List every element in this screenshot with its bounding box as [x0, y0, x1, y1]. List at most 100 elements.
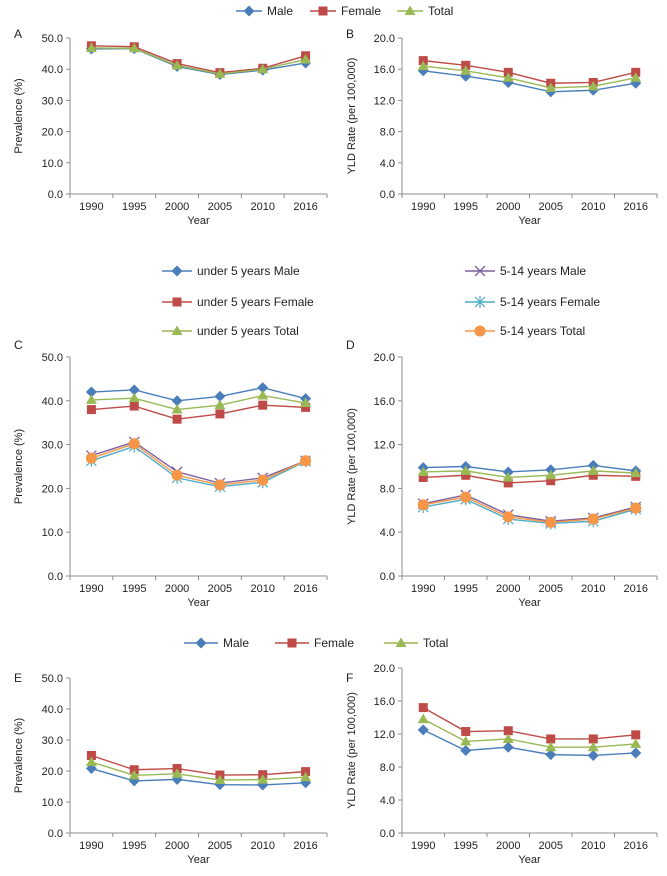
- data-point: [214, 68, 226, 78]
- x-tick-label: 2005: [539, 840, 563, 852]
- data-point: [460, 745, 472, 756]
- x-tick-label: 1990: [411, 840, 435, 852]
- data-point: [214, 774, 226, 784]
- legend-item: Male: [184, 636, 249, 650]
- y-tick-label: 0.0: [380, 189, 395, 201]
- chart-panel-c: C 0.0 10.0 20.0 30.0 40.0 50.0 1990 1995 2000 2005…: [13, 338, 328, 609]
- data-point: [417, 724, 429, 736]
- legend-item: under 5 years Total: [162, 324, 299, 338]
- series-under-5-years-female: [418, 470, 641, 488]
- x-tick-label: 2000: [496, 840, 520, 852]
- x-tick-label: 1995: [122, 840, 146, 852]
- y-axis-title: YLD Rate (per 100,000): [346, 58, 358, 175]
- data-point: [588, 470, 598, 480]
- data-point: [129, 401, 139, 411]
- series-line: [423, 494, 636, 522]
- legend-label: Female: [314, 636, 354, 650]
- data-point: [503, 478, 513, 488]
- x-tick-label: 2005: [208, 201, 232, 213]
- series-line: [91, 47, 306, 75]
- series-line: [91, 404, 306, 420]
- legend-label: under 5 years Total: [197, 324, 299, 338]
- legend-marker: [474, 296, 486, 308]
- series-line: [91, 767, 306, 786]
- y-tick-label: 20.0: [42, 127, 63, 139]
- data-point: [545, 82, 557, 92]
- x-tick-label: 2000: [165, 201, 189, 213]
- x-tick-label: 1995: [454, 583, 478, 595]
- legend-item: Total: [397, 4, 453, 18]
- data-point: [171, 469, 183, 481]
- panel-label: A: [14, 27, 22, 41]
- panel-label: C: [14, 338, 23, 352]
- series-line: [423, 70, 636, 93]
- y-axis-title: Prevalence (%): [13, 429, 25, 504]
- data-point: [630, 502, 642, 514]
- chart-panel-e: E 0.0 10.0 20.0 30.0 40.0 50.0 1990 1995 2000 2005…: [13, 671, 328, 866]
- data-point: [461, 727, 471, 737]
- data-point: [417, 466, 429, 476]
- series-5-14-years-female: [417, 493, 642, 530]
- x-tick-label: 2016: [624, 840, 648, 852]
- data-point: [630, 72, 642, 82]
- y-tick-label: 50.0: [42, 33, 63, 45]
- legend-marker: [404, 5, 416, 15]
- data-point: [546, 734, 556, 744]
- data-point: [257, 382, 269, 394]
- series-line: [423, 464, 636, 473]
- panel-label: E: [14, 671, 22, 685]
- series-female: [418, 703, 641, 744]
- x-tick-label: 2000: [165, 840, 189, 852]
- legend-item: Total: [384, 636, 448, 650]
- series-line: [91, 45, 306, 74]
- data-point: [171, 59, 183, 70]
- series-line: [422, 729, 636, 757]
- legend-item: 5-14 years Female: [465, 295, 600, 309]
- x-tick-label: 2005: [539, 583, 563, 595]
- legend-top: Male Female Total: [236, 4, 453, 18]
- series-line: [91, 761, 306, 781]
- series-line: [423, 59, 636, 84]
- data-point: [171, 395, 183, 407]
- y-tick-label: 40.0: [42, 64, 63, 76]
- y-axis-title: YLD Rate (per 100,000): [346, 408, 358, 525]
- y-tick-label: 30.0: [42, 735, 63, 747]
- data-point: [545, 741, 557, 752]
- series-line: [423, 65, 636, 89]
- y-axis-title: Prevalence (%): [13, 78, 25, 153]
- x-tick-label: 2010: [581, 583, 605, 595]
- series-female: [86, 751, 311, 780]
- x-tick-label: 1995: [454, 840, 478, 852]
- data-point: [171, 404, 183, 414]
- series-line: [91, 47, 306, 76]
- data-point: [546, 476, 556, 486]
- y-axis-title: YLD Rate (per 100,000): [346, 692, 358, 809]
- y-tick-label: 10.0: [42, 797, 63, 809]
- y-tick-label: 8.0: [380, 762, 395, 774]
- legend-marker: [474, 265, 486, 277]
- series-male: [417, 65, 642, 98]
- data-point: [128, 769, 140, 780]
- data-point: [417, 499, 429, 511]
- data-point: [128, 438, 140, 450]
- data-point: [587, 749, 599, 761]
- y-tick-label: 4.0: [380, 527, 395, 539]
- x-tick-label: 2005: [208, 583, 232, 595]
- x-tick-label: 2016: [293, 201, 317, 213]
- series-total: [85, 756, 312, 784]
- x-axis-title: Year: [518, 215, 541, 227]
- legend-label: 5-14 years Total: [500, 324, 585, 338]
- x-tick-label: 2000: [496, 583, 520, 595]
- y-tick-label: 8.0: [380, 127, 395, 139]
- series-female: [86, 41, 311, 78]
- legend-item: Female: [310, 4, 381, 18]
- x-tick-label: 2005: [208, 840, 232, 852]
- data-point: [128, 384, 140, 396]
- data-point: [300, 771, 312, 782]
- y-tick-label: 12.0: [374, 729, 395, 741]
- data-point: [86, 405, 96, 415]
- x-tick-label: 2016: [293, 583, 317, 595]
- x-tick-label: 1995: [122, 583, 146, 595]
- y-tick-label: 0.0: [380, 828, 395, 840]
